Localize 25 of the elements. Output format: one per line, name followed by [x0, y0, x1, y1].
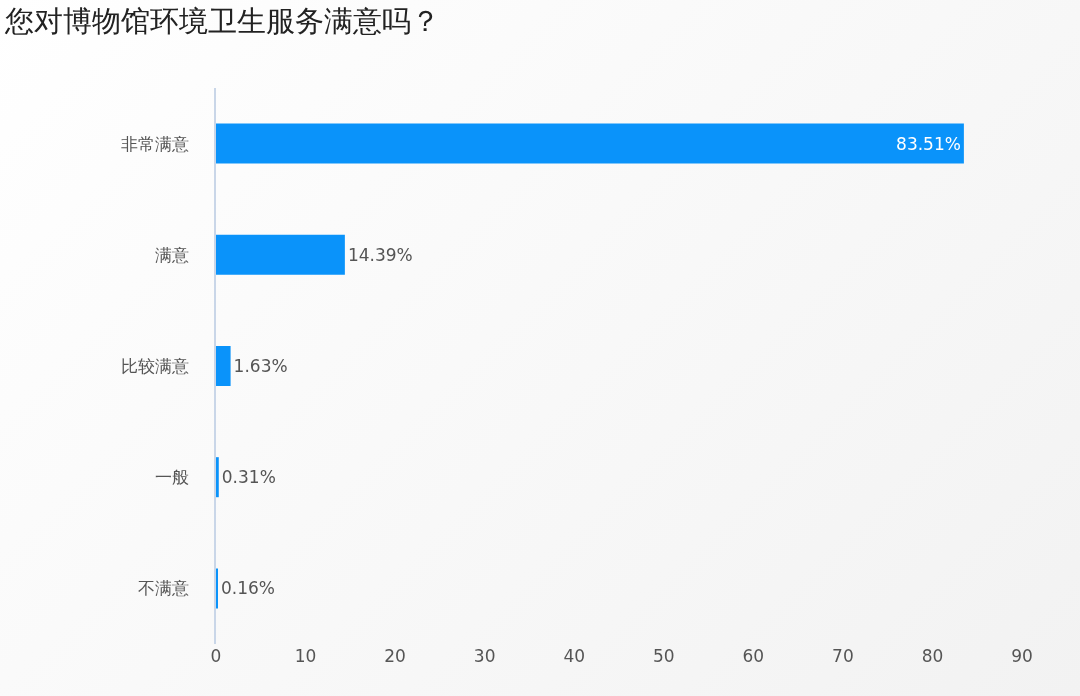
- data-label: 0.16%: [221, 578, 276, 599]
- x-tick-label: 30: [473, 646, 496, 666]
- x-tick-label: 50: [652, 646, 675, 666]
- y-tick-label: 比较满意: [120, 355, 189, 376]
- bar: [216, 345, 231, 387]
- data-label: 14.39%: [347, 244, 413, 265]
- x-tick-label: 90: [1011, 646, 1033, 666]
- x-tick-label: 0: [210, 646, 222, 666]
- x-tick-label: 20: [384, 646, 406, 666]
- data-label: 0.31%: [221, 467, 276, 488]
- data-label: 83.51%: [896, 133, 961, 154]
- bar: [216, 457, 219, 498]
- bar: [216, 123, 964, 164]
- data-label: 1.63%: [233, 356, 288, 376]
- y-tick-label: 不满意: [137, 578, 189, 599]
- x-tick-label: 80: [921, 646, 944, 666]
- y-tick-label: 一般: [154, 467, 189, 488]
- chart-title: 您对博物馆环境卫生服务满意吗？: [4, 3, 441, 38]
- y-tick-label: 非常满意: [120, 133, 189, 154]
- x-tick-label: 70: [832, 646, 854, 666]
- bar: [216, 234, 345, 275]
- x-tick-label: 60: [742, 646, 765, 666]
- x-tick-label: 10: [294, 646, 317, 666]
- x-tick-label: 40: [563, 646, 586, 666]
- y-tick-label: 满意: [154, 244, 189, 265]
